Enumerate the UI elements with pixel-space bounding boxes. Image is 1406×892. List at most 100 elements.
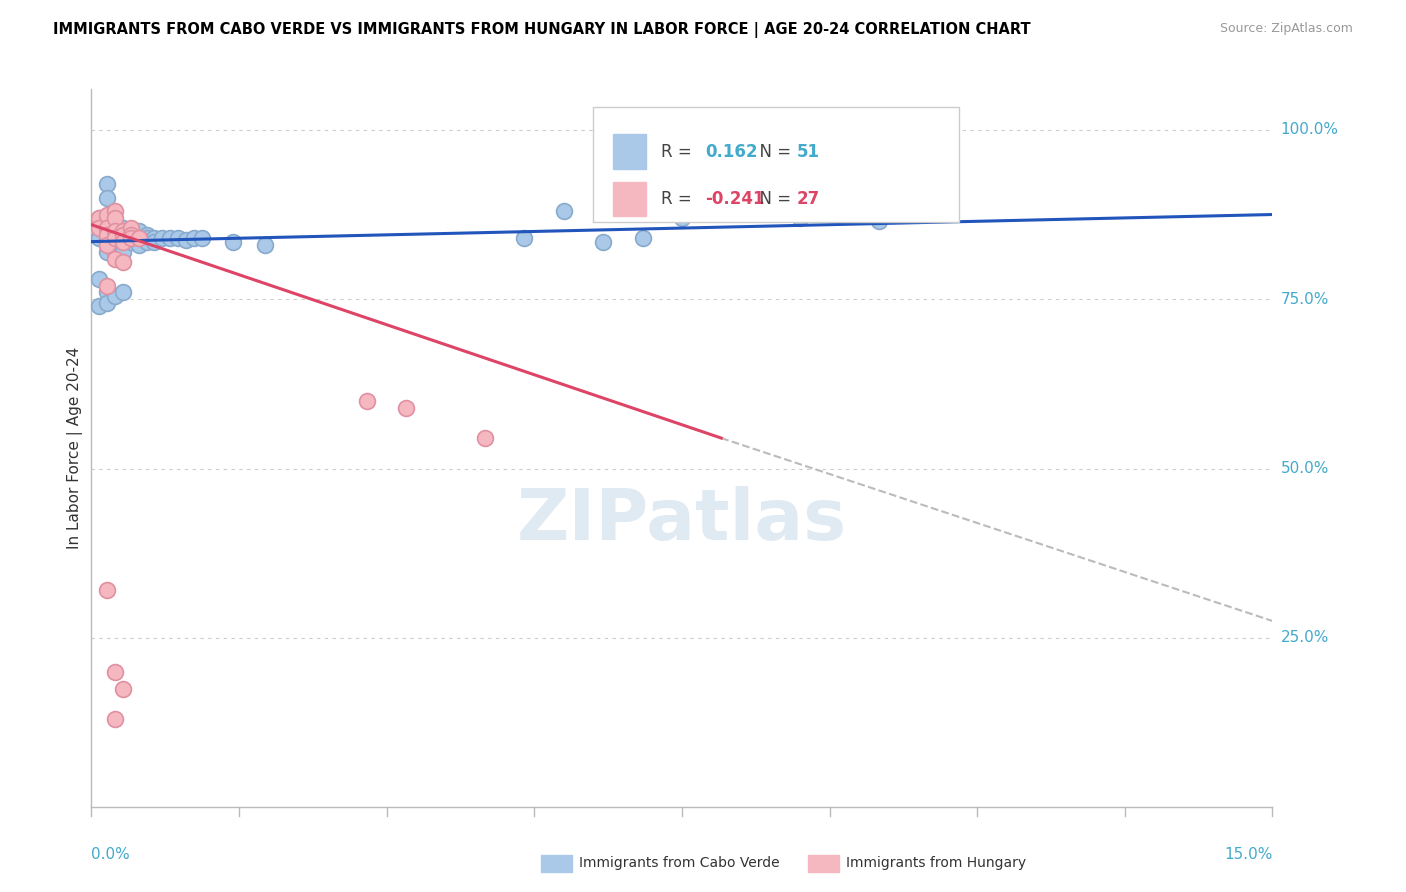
Point bbox=[96, 221, 118, 235]
Text: 15.0%: 15.0% bbox=[1225, 847, 1272, 862]
Text: 0.0%: 0.0% bbox=[91, 847, 131, 862]
Point bbox=[104, 238, 127, 252]
Point bbox=[96, 244, 118, 259]
Point bbox=[111, 244, 134, 259]
Point bbox=[789, 211, 811, 225]
Text: 50.0%: 50.0% bbox=[1281, 461, 1329, 476]
Text: N =: N = bbox=[749, 143, 797, 161]
Text: Immigrants from Cabo Verde: Immigrants from Cabo Verde bbox=[579, 856, 780, 871]
Point bbox=[89, 231, 111, 245]
Text: R =: R = bbox=[661, 143, 696, 161]
Text: 100.0%: 100.0% bbox=[1281, 122, 1339, 137]
Point bbox=[111, 238, 134, 252]
Point bbox=[592, 235, 614, 249]
Point bbox=[143, 231, 166, 245]
Point bbox=[356, 393, 378, 408]
Point bbox=[159, 231, 181, 245]
Point bbox=[111, 235, 134, 249]
Point bbox=[104, 218, 127, 232]
Point bbox=[104, 211, 127, 225]
Point bbox=[150, 231, 173, 245]
Point bbox=[104, 204, 127, 219]
Point bbox=[96, 191, 118, 205]
Bar bbox=[613, 135, 647, 169]
Text: 0.162: 0.162 bbox=[706, 143, 758, 161]
Text: ZIPatlas: ZIPatlas bbox=[517, 485, 846, 555]
Point bbox=[104, 289, 127, 303]
Point bbox=[96, 278, 118, 293]
Point bbox=[631, 231, 654, 245]
Point bbox=[104, 231, 127, 245]
Point bbox=[89, 221, 111, 235]
Point bbox=[671, 211, 693, 225]
Text: 51: 51 bbox=[796, 143, 820, 161]
Point bbox=[104, 224, 127, 238]
Point bbox=[128, 238, 150, 252]
Point bbox=[474, 431, 496, 445]
Point bbox=[96, 238, 118, 252]
Text: Immigrants from Hungary: Immigrants from Hungary bbox=[846, 856, 1026, 871]
Point bbox=[96, 227, 118, 242]
Text: R =: R = bbox=[661, 190, 696, 208]
Point bbox=[111, 224, 134, 238]
Point bbox=[96, 231, 118, 245]
Point bbox=[868, 214, 890, 228]
Point bbox=[120, 235, 142, 249]
Point bbox=[111, 231, 134, 245]
Text: -0.241: -0.241 bbox=[706, 190, 765, 208]
Point bbox=[120, 231, 142, 245]
Point bbox=[96, 218, 118, 232]
Point bbox=[174, 233, 197, 247]
Point bbox=[128, 224, 150, 238]
Point bbox=[96, 295, 118, 310]
Text: 25.0%: 25.0% bbox=[1281, 631, 1329, 646]
Point bbox=[96, 207, 118, 221]
Point bbox=[128, 231, 150, 245]
Point bbox=[111, 255, 134, 269]
Point bbox=[104, 227, 127, 242]
Point bbox=[120, 224, 142, 238]
Point bbox=[89, 299, 111, 313]
Point bbox=[135, 231, 157, 245]
Point bbox=[253, 238, 276, 252]
Point bbox=[111, 227, 134, 242]
Point bbox=[96, 583, 118, 598]
Point bbox=[395, 401, 418, 415]
Point bbox=[89, 211, 111, 225]
Point bbox=[111, 285, 134, 300]
Text: 27: 27 bbox=[796, 190, 820, 208]
Point bbox=[120, 227, 142, 242]
Text: Source: ZipAtlas.com: Source: ZipAtlas.com bbox=[1219, 22, 1353, 36]
Point bbox=[135, 227, 157, 242]
Point bbox=[553, 204, 575, 219]
Point bbox=[104, 712, 127, 726]
Point bbox=[111, 221, 134, 235]
Text: N =: N = bbox=[749, 190, 797, 208]
Point bbox=[111, 681, 134, 696]
Point bbox=[167, 231, 190, 245]
Point bbox=[128, 231, 150, 245]
Point bbox=[104, 252, 127, 266]
Text: 75.0%: 75.0% bbox=[1281, 292, 1329, 307]
Point bbox=[96, 238, 118, 252]
Point bbox=[143, 235, 166, 249]
Point bbox=[135, 235, 157, 249]
Point bbox=[89, 211, 111, 225]
Bar bbox=[613, 182, 647, 216]
Text: IMMIGRANTS FROM CABO VERDE VS IMMIGRANTS FROM HUNGARY IN LABOR FORCE | AGE 20-24: IMMIGRANTS FROM CABO VERDE VS IMMIGRANTS… bbox=[53, 22, 1031, 38]
Point bbox=[104, 665, 127, 679]
Point bbox=[120, 231, 142, 245]
Point bbox=[222, 235, 245, 249]
Point bbox=[96, 177, 118, 191]
Point bbox=[104, 221, 127, 235]
Point bbox=[183, 231, 205, 245]
Point bbox=[513, 231, 536, 245]
Point bbox=[96, 285, 118, 300]
Y-axis label: In Labor Force | Age 20-24: In Labor Force | Age 20-24 bbox=[67, 347, 83, 549]
FancyBboxPatch shape bbox=[593, 107, 959, 222]
Point bbox=[104, 244, 127, 259]
Point bbox=[190, 231, 212, 245]
Point bbox=[120, 221, 142, 235]
Point bbox=[89, 272, 111, 286]
Point bbox=[104, 231, 127, 245]
